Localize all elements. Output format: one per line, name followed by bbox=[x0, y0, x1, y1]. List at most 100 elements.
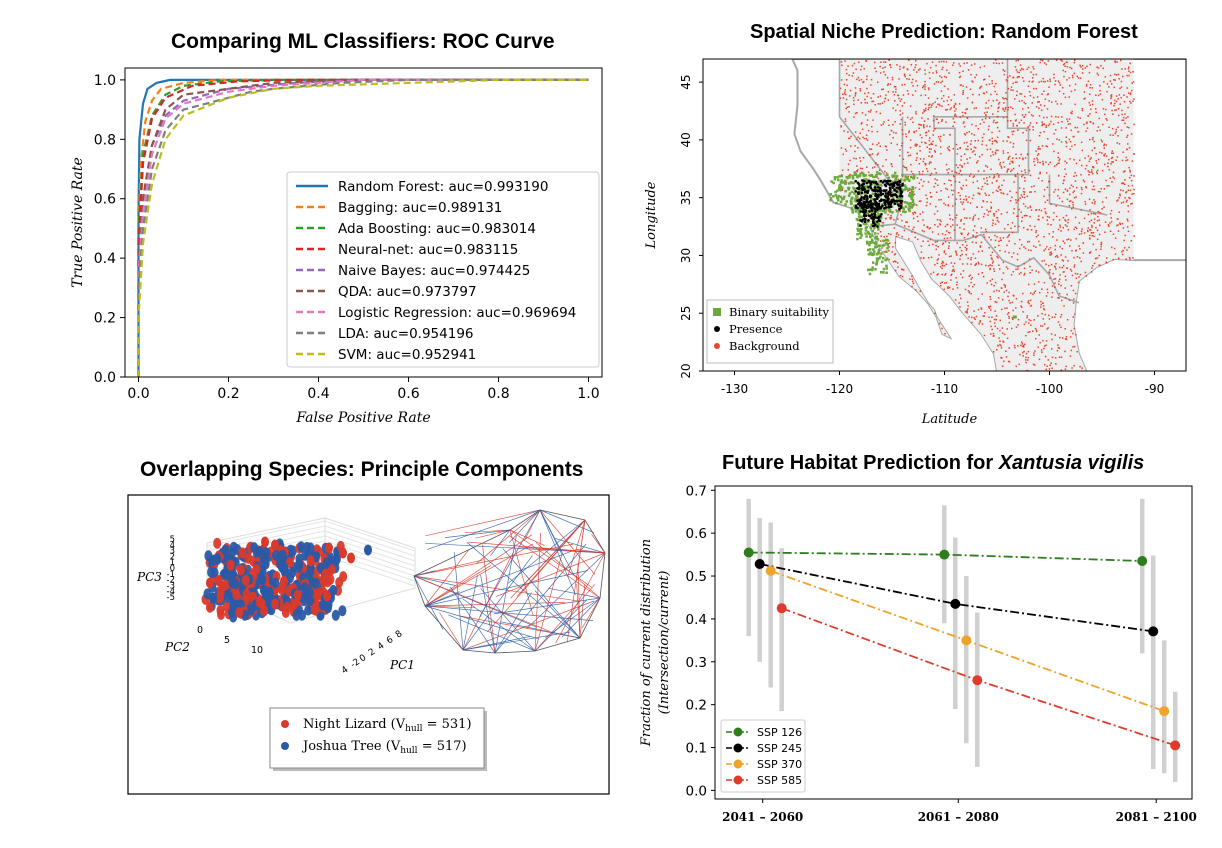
map-background-point bbox=[922, 240, 924, 242]
future-title-species: Xantusia vigilis bbox=[998, 452, 1145, 474]
map-background-point bbox=[1041, 93, 1043, 95]
map-background-point bbox=[839, 87, 842, 90]
map-background-point bbox=[910, 64, 913, 66]
map-background-point bbox=[898, 97, 900, 100]
map-background-point bbox=[896, 143, 898, 146]
map-suitability-cell bbox=[890, 180, 894, 184]
map-background-point bbox=[889, 218, 892, 220]
map-suitability-cell bbox=[836, 176, 839, 179]
map-background-point bbox=[990, 257, 993, 259]
map-background-point bbox=[1081, 228, 1083, 230]
map-suitability-cell bbox=[834, 190, 837, 194]
pca-hull-edge bbox=[494, 543, 587, 654]
map-suitability-cell bbox=[843, 179, 847, 183]
map-background-point bbox=[1054, 80, 1057, 82]
map-background-point bbox=[1109, 213, 1112, 215]
map-presence-point bbox=[887, 203, 890, 206]
map-background-point bbox=[964, 246, 966, 249]
map-background-point bbox=[936, 219, 939, 221]
map-background-point bbox=[1025, 129, 1028, 132]
map-background-point bbox=[952, 118, 955, 120]
map-background-point bbox=[1023, 215, 1026, 217]
map-suitability-cell bbox=[885, 238, 888, 241]
map-background-point bbox=[873, 228, 875, 230]
map-background-point bbox=[1023, 80, 1025, 82]
map-background-point bbox=[1085, 186, 1087, 188]
map-background-point bbox=[1008, 240, 1010, 242]
map-background-point bbox=[1039, 171, 1041, 174]
map-background-point bbox=[861, 167, 863, 170]
map-background-point bbox=[1068, 200, 1071, 203]
map-background-point bbox=[1074, 172, 1076, 174]
map-background-point bbox=[1115, 159, 1117, 161]
map-background-point bbox=[890, 196, 892, 198]
map-background-point bbox=[1114, 60, 1116, 62]
map-background-point bbox=[920, 245, 923, 247]
map-background-point bbox=[1115, 131, 1117, 133]
map-suitability-cell bbox=[867, 232, 870, 235]
map-background-point bbox=[1099, 129, 1101, 132]
map-suitability-cell bbox=[864, 174, 867, 177]
map-background-point bbox=[944, 241, 947, 243]
map-suitability-cell bbox=[864, 188, 868, 191]
map-background-point bbox=[1100, 243, 1103, 245]
map-background-point bbox=[993, 270, 996, 272]
pca-hull-edge bbox=[424, 602, 566, 607]
map-background-point bbox=[1110, 103, 1112, 105]
pca-point bbox=[311, 604, 319, 616]
map-background-point bbox=[902, 133, 904, 135]
map-suitability-cell bbox=[862, 173, 866, 177]
map-background-point bbox=[1123, 101, 1126, 103]
map-suitability-cell bbox=[842, 181, 845, 184]
map-background-point bbox=[1026, 315, 1029, 317]
map-background-point bbox=[1011, 169, 1013, 171]
map-background-point bbox=[1041, 121, 1043, 123]
map-suitability-cell bbox=[905, 176, 909, 179]
map-background-point bbox=[1132, 257, 1134, 259]
map-background-point bbox=[1049, 269, 1051, 271]
map-background-point bbox=[1014, 346, 1016, 349]
map-background-point bbox=[1083, 123, 1085, 126]
map-background-point bbox=[913, 211, 916, 213]
map-background-point bbox=[1061, 60, 1063, 62]
map-background-point bbox=[892, 261, 895, 263]
map-background-point bbox=[895, 269, 897, 272]
map-background-point bbox=[1044, 313, 1046, 316]
map-background-point bbox=[930, 196, 933, 198]
map-background-point bbox=[1110, 94, 1113, 96]
map-background-point bbox=[975, 242, 977, 244]
map-background-point bbox=[951, 273, 953, 276]
map-suitability-cell bbox=[877, 250, 881, 253]
map-background-point bbox=[1046, 145, 1049, 148]
map-background-point bbox=[900, 98, 903, 100]
map-background-point bbox=[923, 126, 925, 129]
map-background-point bbox=[1128, 196, 1130, 199]
map-background-point bbox=[1029, 174, 1032, 177]
map-background-point bbox=[1127, 106, 1129, 109]
map-presence-point bbox=[867, 214, 871, 217]
map-background-point bbox=[1041, 260, 1043, 262]
future-point bbox=[1137, 556, 1148, 566]
map-suitability-cell bbox=[882, 209, 886, 212]
map-suitability-cell bbox=[901, 173, 904, 177]
roc-series-line bbox=[137, 78, 589, 377]
pca-hull-edge bbox=[490, 529, 511, 557]
map-background-point bbox=[1048, 264, 1050, 267]
map-background-point bbox=[1122, 227, 1125, 229]
pca-point bbox=[271, 598, 279, 610]
map-background-point bbox=[1117, 107, 1120, 110]
map-background-point bbox=[941, 68, 943, 71]
map-background-point bbox=[1009, 163, 1011, 165]
map-background-point bbox=[913, 69, 915, 71]
map-background-point bbox=[863, 81, 865, 83]
map-background-point bbox=[1066, 198, 1069, 201]
pca-point bbox=[204, 550, 213, 562]
map-background-point bbox=[1074, 144, 1076, 146]
map-suitability-cell bbox=[877, 244, 880, 248]
map-background-point bbox=[1014, 113, 1016, 116]
map-background-point bbox=[1089, 251, 1092, 253]
map-background-point bbox=[1025, 359, 1027, 361]
map-background-point bbox=[1089, 138, 1091, 141]
map-background-point bbox=[1132, 81, 1135, 83]
map-background-point bbox=[862, 136, 864, 139]
